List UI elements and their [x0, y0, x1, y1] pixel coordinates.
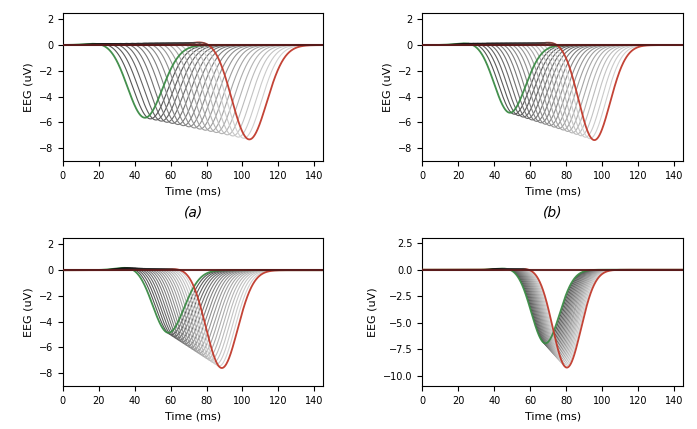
X-axis label: Time (ms): Time (ms)	[525, 411, 581, 421]
Y-axis label: EEG (uV): EEG (uV)	[383, 62, 393, 112]
X-axis label: Time (ms): Time (ms)	[165, 411, 221, 421]
Y-axis label: EEG (uV): EEG (uV)	[23, 287, 33, 337]
Text: (b): (b)	[543, 205, 562, 219]
Text: (a): (a)	[183, 205, 203, 219]
X-axis label: Time (ms): Time (ms)	[525, 186, 581, 196]
X-axis label: Time (ms): Time (ms)	[165, 186, 221, 196]
Y-axis label: EEG (uV): EEG (uV)	[367, 287, 378, 337]
Y-axis label: EEG (uV): EEG (uV)	[23, 62, 33, 112]
